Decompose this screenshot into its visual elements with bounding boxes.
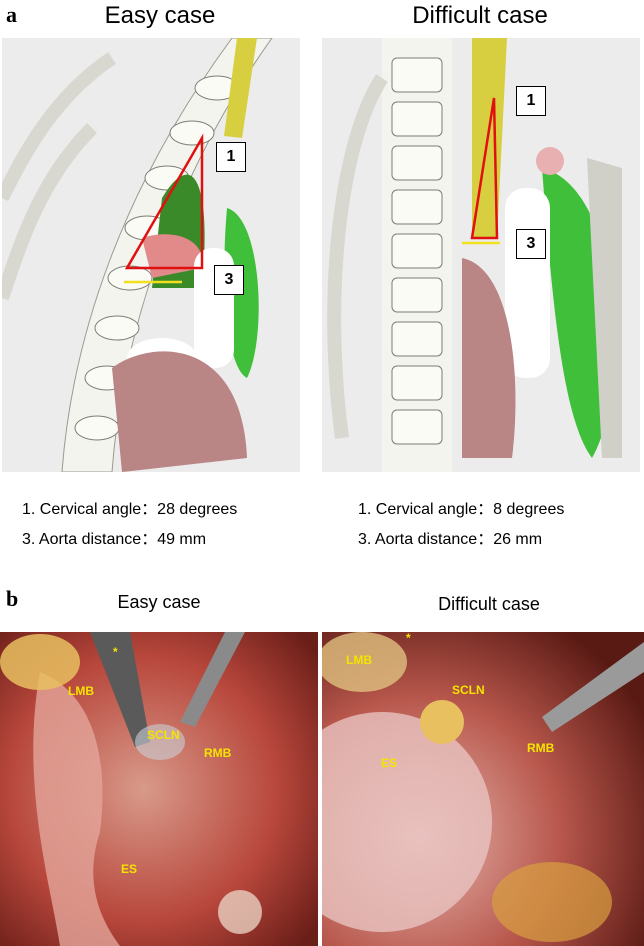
marker-box: 3 (214, 265, 244, 295)
annotation: LMB (346, 653, 372, 667)
panel-label: a (6, 2, 17, 27)
annotation: ES (381, 756, 398, 770)
measurement: 3. Aorta distance：49 mm (22, 531, 207, 548)
annotation: SCLN (452, 683, 485, 697)
measurement: 3. Aorta distance：26 mm (358, 531, 543, 548)
case-title: Easy case (117, 592, 201, 612)
annotation: * (113, 645, 118, 659)
marker-box: 1 (516, 86, 546, 116)
marker-box: 1 (216, 142, 246, 172)
ct-image (2, 38, 300, 472)
annotation: RMB (204, 746, 232, 760)
annotation: * (406, 631, 411, 645)
annotation: ES (121, 862, 138, 876)
ct-image (322, 38, 640, 472)
case-title: Difficult case (438, 594, 540, 614)
surgical-photo (322, 632, 644, 946)
panel-label: b (6, 586, 19, 611)
marker-box: 3 (516, 229, 546, 259)
case-title: Easy case (104, 2, 216, 29)
measurement: 1. Cervical angle：28 degrees (22, 501, 238, 518)
surgical-photo (0, 632, 318, 946)
annotation: LMB (68, 684, 94, 698)
annotation: SCLN (147, 728, 180, 742)
case-title: Difficult case (412, 2, 548, 29)
annotation: RMB (527, 741, 555, 755)
measurement: 1. Cervical angle：8 degrees (358, 501, 565, 518)
